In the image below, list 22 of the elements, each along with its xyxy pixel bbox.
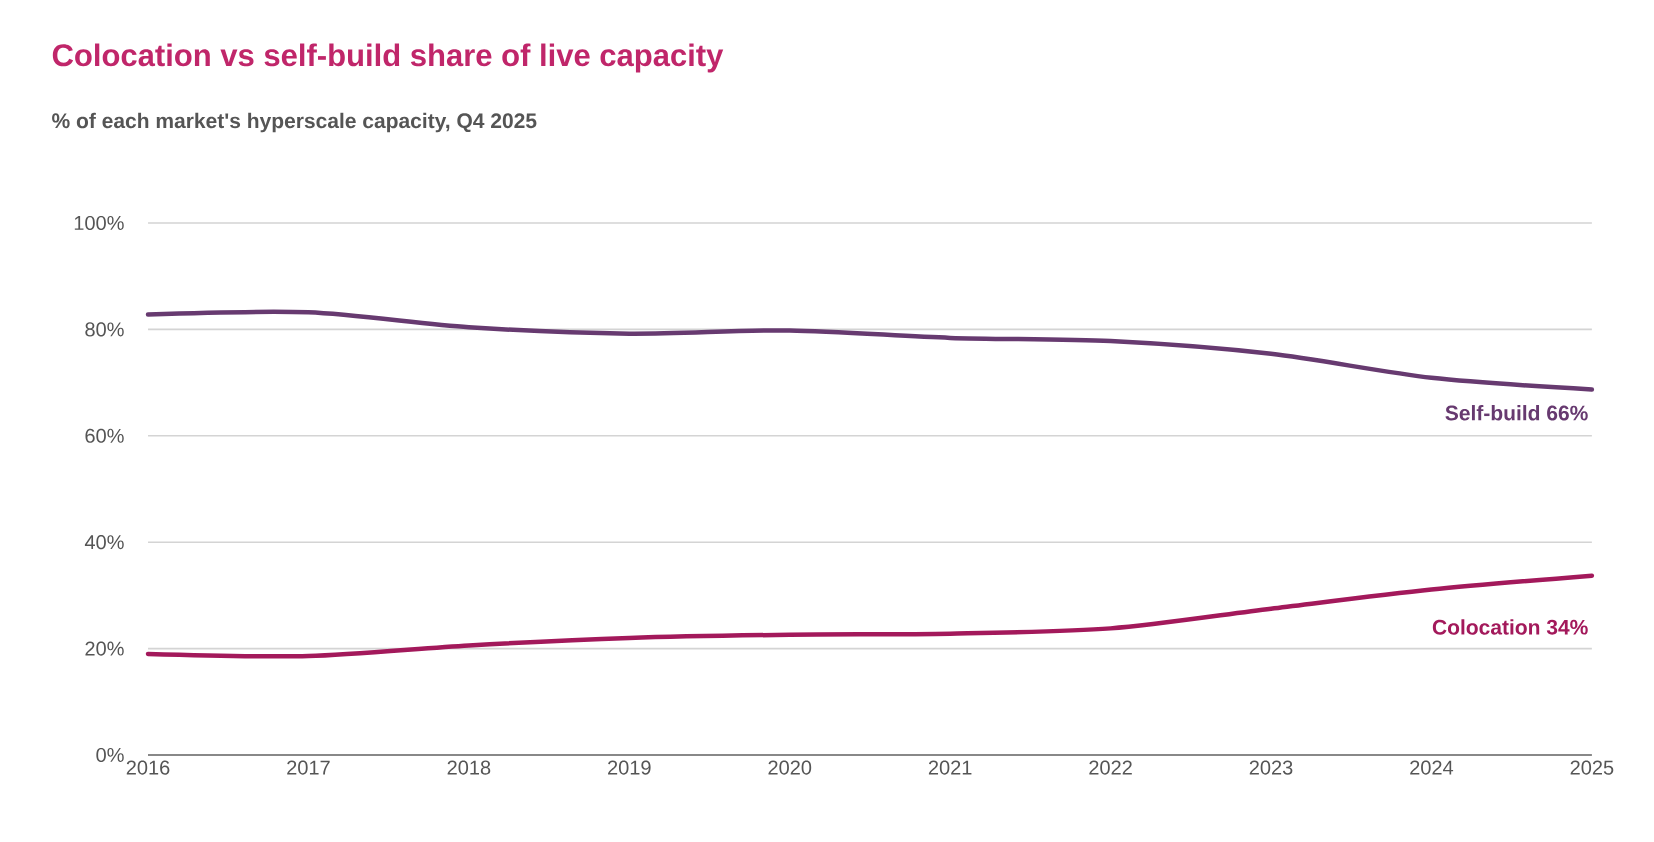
line-series [145,309,1595,392]
y-tick-label: 20% [85,641,124,656]
x-tick-label: 2018 [447,760,491,775]
x-tick-label: 2016 [126,760,170,775]
x-tick-label: 2022 [1089,760,1132,775]
line-series [145,573,1595,659]
x-tick-label: 2024 [1410,760,1454,775]
series-label: Colocation 34% [1432,619,1588,635]
y-tick-label: 0% [96,747,124,763]
x-tick-label: 2023 [1249,760,1293,775]
series-label: Self-build 66% [1445,405,1588,421]
y-tick-label: 60% [85,428,124,443]
y-tick-label: 40% [84,535,124,550]
y-tick-label: 100% [74,215,124,231]
x-tick-label: 2017 [287,760,330,775]
x-tick-label: 2021 [928,760,972,775]
chart-subtitle: % of each market's hyperscale capacity, Q4 2025 [52,112,537,133]
x-tick-label: 2019 [608,760,651,775]
y-tick-label: 80% [85,322,124,337]
x-tick-label: 2025 [1570,760,1614,775]
chart-title: Colocation vs self-build share of live capacity [52,43,724,73]
x-tick-label: 2020 [768,760,812,775]
